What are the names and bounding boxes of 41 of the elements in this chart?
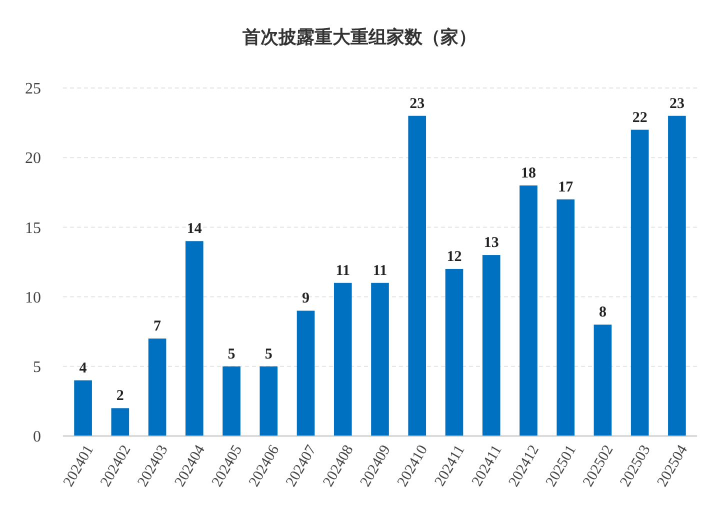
data-label: 7 — [154, 318, 162, 335]
y-tick-label: 0 — [33, 428, 41, 446]
y-tick-label: 10 — [25, 289, 41, 306]
bar — [260, 366, 278, 436]
bar — [371, 282, 389, 436]
bar — [222, 366, 240, 436]
y-tick-label: 5 — [33, 359, 41, 376]
y-tick-label: 25 — [25, 80, 41, 98]
data-label: 18 — [520, 165, 536, 182]
bar — [594, 324, 612, 436]
data-label: 8 — [598, 304, 606, 321]
data-label: 13 — [484, 235, 499, 252]
data-label: 5 — [264, 346, 272, 362]
data-label: 9 — [302, 290, 310, 307]
y-tick-label: 15 — [25, 220, 41, 237]
data-label: 23 — [410, 96, 425, 112]
bar — [668, 116, 686, 436]
chart-title: 首次披露重大重组家数（家） — [242, 27, 476, 48]
bar — [408, 116, 426, 436]
bar — [482, 255, 500, 436]
bar — [445, 268, 464, 436]
data-label: 11 — [336, 262, 350, 279]
data-label: 22 — [632, 110, 648, 126]
bar — [111, 408, 130, 436]
data-label: 12 — [446, 248, 462, 265]
data-label: 4 — [79, 360, 88, 376]
bar — [296, 310, 315, 436]
bar — [148, 338, 166, 436]
data-label: 5 — [228, 346, 236, 362]
data-label: 11 — [372, 262, 388, 279]
bar — [520, 185, 538, 436]
bar — [630, 130, 649, 436]
y-tick-label: 20 — [25, 150, 41, 168]
data-label: 17 — [558, 179, 574, 196]
data-label: 23 — [669, 96, 684, 112]
bar — [556, 199, 575, 436]
data-label: 2 — [116, 388, 124, 404]
bar — [74, 380, 92, 436]
bar — [334, 282, 352, 436]
data-label: 14 — [186, 221, 202, 238]
bar — [185, 241, 204, 436]
